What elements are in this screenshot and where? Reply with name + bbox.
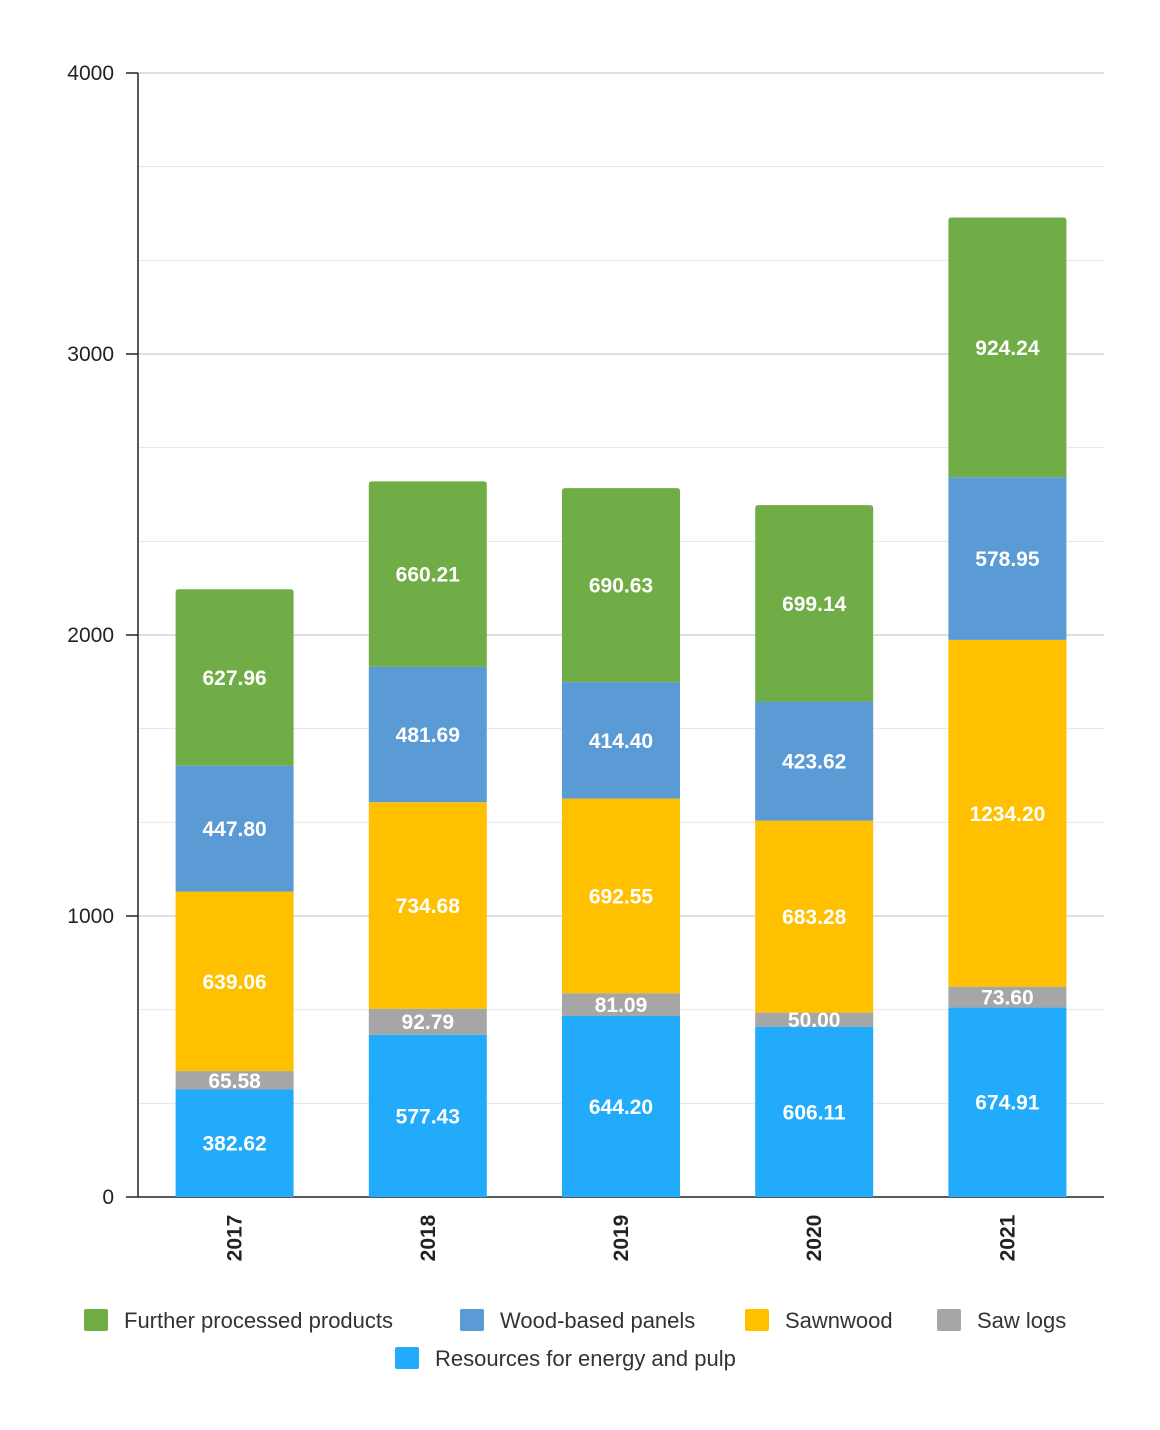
bar-segment: [368, 666, 487, 803]
data-label: 1234.20: [969, 803, 1045, 826]
y-tick-label: 1000: [67, 905, 114, 928]
data-label: 578.95: [975, 548, 1040, 571]
bar-segment: [562, 993, 680, 1016]
legend-item: Sawnwood: [745, 1308, 893, 1333]
data-label: 577.43: [396, 1105, 460, 1128]
bars: [175, 217, 1067, 1197]
data-label: 734.68: [396, 895, 461, 918]
y-tick-label: 2000: [67, 624, 114, 647]
data-label: 606.11: [783, 1101, 846, 1124]
legend-label: Sawnwood: [785, 1308, 893, 1333]
data-labels: 382.62 65.58 639.06 447.80 627.96 577.43 92.79…: [202, 337, 1045, 1156]
x-tick-label: 2021: [996, 1214, 1019, 1261]
data-label: 683.28: [782, 906, 847, 929]
bar-segment: [175, 589, 294, 766]
data-label: 660.21: [396, 564, 461, 587]
legend: Further processed products Wood-based pan…: [84, 1308, 1066, 1371]
legend-swatch: [937, 1309, 961, 1331]
data-label: 674.91: [975, 1092, 1040, 1115]
bar-segment: [948, 986, 1067, 1008]
bar-segment: [368, 802, 487, 1009]
bar-segment: [562, 682, 680, 799]
bar-segment: [368, 481, 487, 667]
bar-segment: [755, 701, 874, 821]
data-label: 644.20: [589, 1096, 653, 1119]
bar-segment: [368, 1034, 487, 1197]
data-label: 447.80: [202, 818, 266, 841]
legend-label: Further processed products: [124, 1308, 393, 1333]
data-label: 627.96: [202, 667, 266, 690]
bar-segment: [948, 217, 1067, 478]
data-label: 423.62: [782, 751, 846, 774]
bar-segment: [175, 891, 294, 1072]
bar-segment: [948, 1007, 1067, 1197]
bar-segment: [562, 488, 680, 683]
legend-swatch: [84, 1309, 108, 1331]
bar-segment: [368, 1008, 487, 1035]
legend-item: Wood-based panels: [460, 1308, 695, 1333]
data-label: 692.55: [589, 885, 654, 908]
data-label: 639.06: [202, 971, 266, 994]
x-tick-label: 2017: [224, 1215, 247, 1262]
bar-segment: [175, 1071, 294, 1090]
legend-label: Resources for energy and pulp: [435, 1346, 736, 1371]
data-label: 699.14: [782, 593, 847, 616]
data-label: 65.58: [208, 1070, 261, 1093]
legend-swatch: [460, 1309, 484, 1331]
bar-segment: [948, 639, 1067, 987]
data-label: 92.79: [402, 1011, 455, 1034]
y-tick-label: 4000: [67, 62, 114, 85]
y-tick-label: 0: [102, 1186, 114, 1209]
data-label: 382.62: [202, 1133, 266, 1156]
bar-segment: [755, 505, 874, 702]
bar-segment: [175, 1089, 294, 1197]
data-label: 50.00: [788, 1009, 841, 1032]
data-label: 73.60: [981, 987, 1034, 1010]
data-label: 481.69: [396, 724, 460, 747]
data-label: 414.40: [589, 730, 653, 753]
legend-label: Saw logs: [977, 1308, 1066, 1333]
bar-segment: [562, 1015, 680, 1197]
y-tick-label: 3000: [67, 343, 114, 366]
x-tick-label: 2019: [610, 1215, 633, 1262]
bar-segment: [755, 1026, 874, 1197]
bar-segment: [175, 765, 294, 892]
data-label: 81.09: [595, 994, 648, 1017]
data-label: 924.24: [975, 337, 1040, 360]
x-tick-label: 2020: [803, 1215, 826, 1262]
axes: 0 1000 2000 3000 4000 2017 2018 2019 2020 2021: [67, 62, 1104, 1261]
x-tick-label: 2018: [417, 1214, 440, 1261]
legend-item: Resources for energy and pulp: [395, 1346, 736, 1371]
bar-segment: [755, 1012, 874, 1027]
legend-swatch: [395, 1347, 419, 1369]
legend-label: Wood-based panels: [500, 1308, 695, 1333]
legend-swatch: [745, 1309, 769, 1331]
bar-segment: [562, 798, 680, 994]
legend-item: Saw logs: [937, 1308, 1066, 1333]
bar-segment: [755, 820, 874, 1013]
bar-segment: [948, 477, 1067, 640]
legend-item: Further processed products: [84, 1308, 393, 1333]
data-label: 690.63: [589, 575, 653, 598]
